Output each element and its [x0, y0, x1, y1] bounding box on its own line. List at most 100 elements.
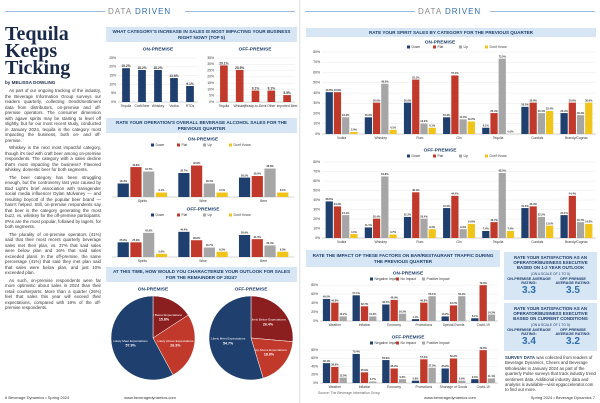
- y-tick-label: 0%: [313, 319, 318, 323]
- data-label: 9.1%: [186, 82, 194, 86]
- bar: [143, 171, 155, 197]
- rating-columns: ON-PREMISE AVERAGE RATING: 3.4 OFF-PREMIS…: [507, 328, 594, 348]
- bar: [203, 183, 215, 197]
- data-label: 44.4%: [451, 192, 459, 196]
- rating-label: OFF-PREMISE AVERAGE RATING:: [555, 276, 591, 286]
- data-label: 11.1%: [488, 374, 496, 378]
- legend-label: Positive Impact: [427, 277, 450, 281]
- data-label: 22.2%: [538, 213, 546, 217]
- data-label: 38.8%: [266, 164, 274, 168]
- data-label: 57.4%: [420, 355, 428, 359]
- data-label: 25.5%: [235, 66, 244, 70]
- bar: [325, 201, 333, 238]
- bar: [443, 208, 451, 238]
- legend-label: Up: [464, 154, 468, 158]
- data-label: 10.2%: [369, 312, 377, 316]
- bar: [390, 299, 398, 321]
- data-label: 48.1%: [412, 188, 420, 192]
- bar: [342, 215, 350, 238]
- data-label: 38.9%: [331, 363, 339, 367]
- bar: [398, 313, 407, 321]
- bar: [537, 113, 546, 134]
- slice-value: 57.9%: [126, 344, 137, 348]
- data-label: 79.6%: [479, 346, 487, 350]
- section-word: DATA: [108, 7, 132, 16]
- bar: [449, 358, 458, 383]
- chart-title: ON-PREMISE: [143, 46, 174, 52]
- section-word: DRIVEN: [444, 7, 482, 16]
- data-label: 18.4%: [577, 111, 585, 115]
- data-label: 49.0%: [381, 79, 389, 83]
- chart-title: ON-PREMISE: [425, 39, 456, 45]
- legend-swatch: [433, 154, 436, 158]
- data-label: 16.3%: [443, 113, 451, 117]
- chart-title: OFF-PREMISE: [239, 46, 273, 52]
- bar: [529, 206, 537, 238]
- y-tick-label: 80%: [313, 50, 320, 54]
- data-label: 70.4%: [353, 350, 361, 354]
- data-label: 6.1%: [219, 188, 226, 192]
- slice-label: Likely Above Expectations: [157, 339, 193, 343]
- bar: [203, 247, 215, 257]
- x-tick-label: Special Events: [443, 323, 465, 327]
- data-label: 79.6%: [479, 281, 487, 285]
- x-tick-label: Covid-19: [477, 323, 490, 327]
- bar: [459, 229, 467, 238]
- x-tick-label: Economy: [387, 323, 401, 327]
- bar: [264, 245, 276, 257]
- x-tick-label: Gin: [456, 136, 461, 140]
- slice-label: Likely Meet Expectations: [113, 339, 148, 343]
- legend-swatch: [151, 213, 154, 217]
- data-label: 6.1%: [472, 314, 479, 318]
- bar: [389, 234, 397, 238]
- data-label: 12.2%: [468, 117, 476, 121]
- legend-label: Flat: [438, 154, 444, 158]
- data-label: 20.4%: [266, 241, 274, 245]
- bar: [560, 215, 568, 238]
- bar: [479, 350, 487, 383]
- legend-label: Don't Know: [234, 143, 252, 147]
- rating-item: OFF-PREMISE AVERAGE RATING: 3.5: [551, 277, 595, 297]
- slice-value: 26.4%: [263, 322, 274, 326]
- bar: [170, 78, 178, 102]
- bar: [360, 372, 369, 383]
- data-label: 53.1%: [412, 75, 420, 79]
- y-tick-label: 15%: [109, 73, 116, 77]
- y-tick-label: 50%: [313, 81, 320, 85]
- bar: [267, 90, 276, 102]
- y-tick-label: 60%: [313, 70, 320, 74]
- x-tick-label: Vodka: [337, 136, 346, 140]
- data-label: 9.3%: [280, 247, 287, 251]
- section-word: DRIVEN: [134, 7, 172, 16]
- data-label: 37.0%: [428, 363, 436, 367]
- legend-label: Negative Impact: [375, 277, 400, 281]
- bar: [498, 172, 506, 238]
- x-tick-label: Rum: [416, 240, 423, 244]
- bar: [412, 79, 420, 134]
- x-tick-label: Wine: [199, 259, 207, 263]
- y-tick-label: 20%: [313, 217, 320, 221]
- y-tick-label: 15%: [207, 81, 214, 85]
- bar: [372, 218, 381, 238]
- x-tick-label: Weather: [329, 323, 342, 327]
- bar: [382, 304, 390, 321]
- source: Source: The Beverage Information Group: [318, 391, 381, 395]
- data-label: 5.6%: [158, 250, 165, 254]
- y-tick-label: 0%: [111, 100, 116, 104]
- legend-label: Don't Know: [490, 154, 508, 158]
- bar: [449, 305, 458, 321]
- legend-swatch: [370, 277, 373, 281]
- data-label: 42.9%: [193, 161, 201, 165]
- section-word: DATA: [418, 7, 442, 16]
- data-label: 13.0%: [339, 373, 347, 377]
- bar: [339, 377, 347, 383]
- chart-title: OFF-PREMISE: [187, 206, 221, 212]
- legend-swatch: [396, 341, 399, 345]
- legend-label: No Impact: [401, 341, 417, 345]
- data-label: 6.1%: [429, 123, 436, 127]
- section-heading: WHAT CATEGORY'S INCREASE IN SALES IS MOS…: [106, 27, 297, 42]
- legend-swatch: [485, 154, 488, 158]
- survey-text: was collected from readers of Beverage D…: [505, 355, 596, 393]
- bar: [467, 121, 475, 134]
- bar: [342, 117, 350, 134]
